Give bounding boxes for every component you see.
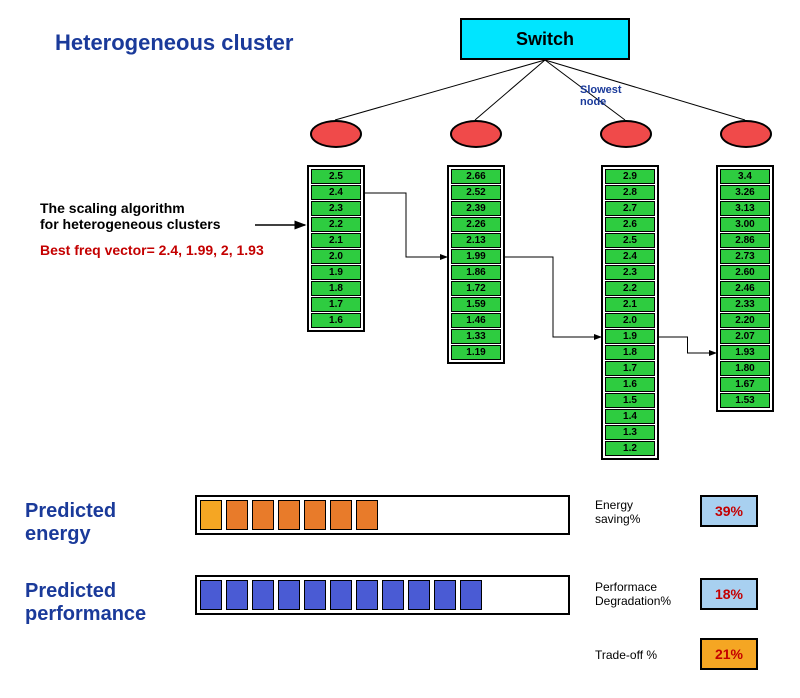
freq-cell: 2.9 [605,169,655,184]
freq-cell: 1.6 [311,313,361,328]
algo-text: The scaling algorithm for heterogeneous … [40,200,221,232]
freq-cell: 1.80 [720,361,770,376]
freq-cell: 1.19 [451,345,501,360]
freq-cell: 3.00 [720,217,770,232]
slowest-node-label: Slowest node [580,84,622,108]
bar-segment [278,580,300,610]
bar-segment [460,580,482,610]
freq-cell: 2.4 [311,185,361,200]
freq-cell: 2.7 [605,201,655,216]
bar-segment [252,580,274,610]
freq-cell: 3.4 [720,169,770,184]
freq-cell: 2.39 [451,201,501,216]
bar-segment [226,580,248,610]
freq-cell: 1.67 [720,377,770,392]
freq-column: 2.662.522.392.262.131.991.861.721.591.46… [447,165,505,364]
freq-cell: 1.86 [451,265,501,280]
freq-cell: 1.7 [311,297,361,312]
freq-cell: 2.60 [720,265,770,280]
freq-cell: 2.86 [720,233,770,248]
freq-cell: 1.5 [605,393,655,408]
freq-cell: 2.33 [720,297,770,312]
bar-segment [330,500,352,530]
freq-cell: 2.8 [605,185,655,200]
bar-segment [434,580,456,610]
freq-cell: 1.53 [720,393,770,408]
bar-segment [304,500,326,530]
freq-cell: 1.4 [605,409,655,424]
page-title: Heterogeneous cluster [55,30,293,56]
node-ellipse [450,120,502,148]
freq-cell: 2.2 [311,217,361,232]
freq-cell: 1.2 [605,441,655,456]
freq-column: 3.43.263.133.002.862.732.602.462.332.202… [716,165,774,412]
freq-cell: 2.5 [311,169,361,184]
freq-column: 2.92.82.72.62.52.42.32.22.12.01.91.81.71… [601,165,659,460]
freq-cell: 2.0 [605,313,655,328]
predicted-energy-label: Predictedenergy [25,500,116,546]
freq-cell: 1.9 [605,329,655,344]
freq-cell: 1.8 [605,345,655,360]
freq-cell: 2.5 [605,233,655,248]
bar-segment [382,580,404,610]
freq-cell: 1.46 [451,313,501,328]
bar-segment [226,500,248,530]
node-ellipse [600,120,652,148]
freq-cell: 1.99 [451,249,501,264]
metric-value-box: 21% [700,638,758,670]
freq-cell: 3.13 [720,201,770,216]
bar-segment [278,500,300,530]
bar-segment [356,580,378,610]
freq-cell: 2.0 [311,249,361,264]
freq-cell: 2.1 [605,297,655,312]
predicted-performance-bar [195,575,570,615]
freq-cell: 2.66 [451,169,501,184]
bar-segment [304,580,326,610]
freq-cell: 2.73 [720,249,770,264]
metric-value-box: 39% [700,495,758,527]
node-ellipse [310,120,362,148]
freq-cell: 2.26 [451,217,501,232]
freq-cell: 2.20 [720,313,770,328]
freq-cell: 2.3 [605,265,655,280]
freq-cell: 1.93 [720,345,770,360]
freq-cell: 2.13 [451,233,501,248]
freq-cell: 1.33 [451,329,501,344]
freq-cell: 1.6 [605,377,655,392]
freq-cell: 1.59 [451,297,501,312]
freq-cell: 2.6 [605,217,655,232]
bar-segment [408,580,430,610]
freq-cell: 2.3 [311,201,361,216]
freq-cell: 2.07 [720,329,770,344]
node-ellipse [720,120,772,148]
metric-label: Trade-off % [595,648,657,662]
freq-column: 2.52.42.32.22.12.01.91.81.71.6 [307,165,365,332]
metric-value-box: 18% [700,578,758,610]
freq-cell: 1.72 [451,281,501,296]
bar-segment [200,500,222,530]
freq-cell: 2.1 [311,233,361,248]
freq-cell: 3.26 [720,185,770,200]
metric-label: PerformaceDegradation% [595,580,671,608]
freq-cell: 1.9 [311,265,361,280]
switch-label: Switch [516,29,574,50]
bar-segment [200,580,222,610]
freq-cell: 1.3 [605,425,655,440]
freq-cell: 1.7 [605,361,655,376]
metric-label: Energysaving% [595,498,640,526]
predicted-performance-label: Predictedperformance [25,580,146,626]
freq-cell: 1.8 [311,281,361,296]
freq-cell: 2.4 [605,249,655,264]
bar-segment [330,580,352,610]
best-freq-vector: Best freq vector= 2.4, 1.99, 2, 1.93 [40,242,264,258]
switch-box: Switch [460,18,630,60]
freq-cell: 2.46 [720,281,770,296]
predicted-energy-bar [195,495,570,535]
freq-cell: 2.2 [605,281,655,296]
freq-cell: 2.52 [451,185,501,200]
bar-segment [252,500,274,530]
bar-segment [356,500,378,530]
